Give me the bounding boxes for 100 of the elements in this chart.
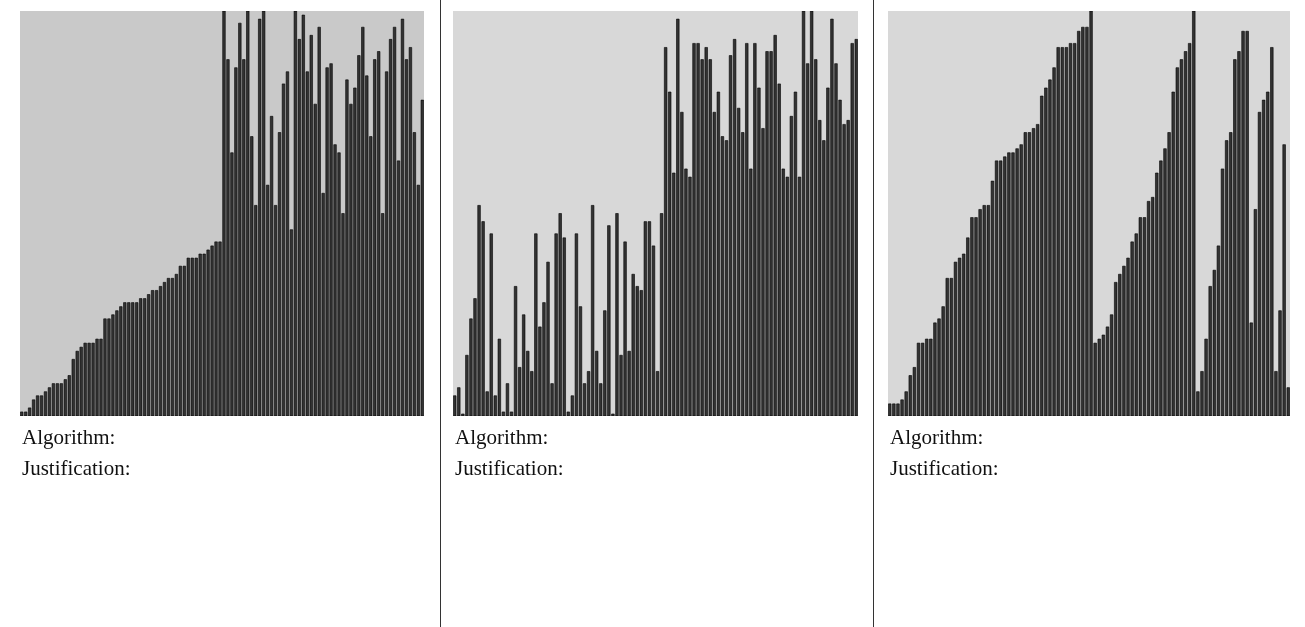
bar xyxy=(978,209,982,416)
bar xyxy=(51,383,56,416)
bar xyxy=(607,225,611,416)
bar xyxy=(198,253,202,416)
bar xyxy=(143,298,147,416)
bar xyxy=(269,116,274,416)
bar xyxy=(457,387,461,416)
bar xyxy=(1192,11,1196,416)
bar xyxy=(854,39,858,416)
bar xyxy=(222,11,226,416)
bar xyxy=(377,51,381,416)
bar xyxy=(246,11,250,416)
bar xyxy=(20,411,24,416)
bar xyxy=(345,79,349,416)
bar xyxy=(888,403,892,416)
bar xyxy=(400,18,405,416)
bar xyxy=(1245,30,1249,416)
bar xyxy=(994,160,999,416)
bar xyxy=(309,35,313,416)
bar xyxy=(135,302,139,416)
bar xyxy=(43,391,48,416)
bar xyxy=(1056,47,1060,416)
bar xyxy=(87,342,91,416)
bar xyxy=(801,11,806,416)
bar xyxy=(1064,47,1069,416)
bar xyxy=(47,387,52,416)
bar xyxy=(1146,201,1151,416)
bar xyxy=(892,403,896,416)
bar xyxy=(615,213,619,416)
bar xyxy=(676,18,680,416)
bar xyxy=(361,26,365,416)
bar xyxy=(154,290,159,416)
bar xyxy=(107,318,111,416)
bar xyxy=(329,63,333,416)
bar xyxy=(1015,148,1019,416)
bar xyxy=(408,47,412,416)
bar xyxy=(896,403,900,416)
bar xyxy=(190,257,194,416)
bar xyxy=(75,350,79,416)
bar xyxy=(643,221,647,416)
bar xyxy=(970,217,974,416)
bar xyxy=(830,18,834,416)
bar xyxy=(916,342,921,416)
bar xyxy=(162,282,167,416)
bar xyxy=(1097,338,1101,416)
bar xyxy=(1031,128,1036,416)
bar xyxy=(745,43,749,416)
bar xyxy=(24,411,28,416)
bar xyxy=(850,43,854,416)
bar xyxy=(920,342,925,416)
bar xyxy=(178,265,182,416)
bar xyxy=(623,241,627,416)
text: Algorithm: xyxy=(22,424,117,451)
bar xyxy=(704,47,708,416)
bar xyxy=(497,338,501,416)
bar xyxy=(147,294,151,416)
bar xyxy=(39,395,44,416)
bar xyxy=(151,290,155,416)
bar xyxy=(692,43,696,416)
bar xyxy=(59,383,63,416)
bar xyxy=(1081,26,1085,416)
bar xyxy=(732,39,737,416)
bar xyxy=(953,261,958,416)
bar xyxy=(999,160,1003,416)
bar xyxy=(1138,217,1142,416)
bar xyxy=(647,221,652,416)
bar xyxy=(1241,30,1245,416)
bar xyxy=(392,26,397,416)
bar xyxy=(103,318,107,416)
bar xyxy=(664,47,668,416)
bar xyxy=(753,43,757,416)
bar xyxy=(131,302,135,416)
bar xyxy=(765,51,769,416)
bar xyxy=(262,11,266,416)
bar xyxy=(933,322,937,416)
bar xyxy=(91,342,95,416)
bar xyxy=(1027,132,1032,416)
text: Justification: xyxy=(890,455,999,482)
bar xyxy=(793,91,798,416)
bar xyxy=(1077,30,1081,416)
bar xyxy=(301,14,305,416)
text: Algorithm: xyxy=(455,424,550,451)
bar xyxy=(477,205,481,416)
bar xyxy=(194,257,198,416)
bar xyxy=(534,233,538,416)
bar xyxy=(166,278,171,416)
bar xyxy=(982,205,986,416)
bar xyxy=(55,383,59,416)
bar xyxy=(1270,47,1274,416)
bar xyxy=(35,395,40,416)
bar xyxy=(293,11,297,416)
bar xyxy=(119,306,123,416)
bar xyxy=(123,302,127,416)
bar xyxy=(83,342,87,416)
bar xyxy=(1023,132,1027,416)
bar xyxy=(1060,47,1064,416)
bar xyxy=(210,245,214,416)
bar xyxy=(206,249,210,416)
bar xyxy=(957,257,962,416)
bar xyxy=(522,314,526,416)
